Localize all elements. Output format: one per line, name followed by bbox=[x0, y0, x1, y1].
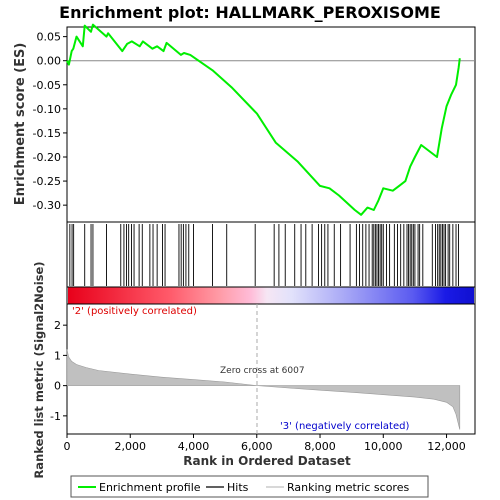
es-y-tick-label: -0.05 bbox=[33, 79, 61, 92]
metric-y-tick-label: 0 bbox=[54, 380, 61, 393]
legend: Enrichment profile Hits Ranking metric s… bbox=[70, 475, 429, 498]
es-panel-frame bbox=[66, 26, 476, 223]
x-tick-label: 0 bbox=[64, 440, 71, 453]
metric-y-tick-label: -1 bbox=[50, 410, 61, 423]
legend-hits-label: Hits bbox=[227, 481, 249, 494]
x-tick-label: 6,000 bbox=[241, 440, 273, 453]
x-tick-label: 10,000 bbox=[364, 440, 403, 453]
metric-panel: 210-1 0 2,000 4,000 6,000 8,000 10,000 12,000 … bbox=[32, 261, 476, 479]
metric-y-axis-label: Ranked list metric (Signal2Noise) bbox=[32, 261, 46, 478]
es-panel: 0.05 0.00 -0.05 -0.10 -0.15 -0.20 -0.25 -0.30 E… bbox=[13, 23, 476, 223]
rank-color-bar bbox=[68, 287, 474, 304]
metric-y-tick-label: 1 bbox=[54, 349, 61, 362]
metric-x-ticks: 0 2,000 4,000 6,000 8,000 10,000 12,000 bbox=[64, 434, 466, 453]
x-tick-label: 8,000 bbox=[304, 440, 336, 453]
ranking-metric-area bbox=[66, 349, 461, 430]
es-y-tick-label: -0.15 bbox=[33, 127, 61, 140]
x-tick-label: 2,000 bbox=[115, 440, 147, 453]
es-y-tick-label: 0.05 bbox=[37, 31, 62, 44]
es-y-tick-label: 0.00 bbox=[37, 55, 62, 68]
metric-panel-frame bbox=[66, 303, 476, 435]
legend-enrichment-label: Enrichment profile bbox=[99, 481, 201, 494]
metric-y-tick-label: 2 bbox=[54, 319, 61, 332]
positive-correlation-label: '2' (positively correlated) bbox=[72, 306, 197, 317]
x-tick-label: 4,000 bbox=[178, 440, 210, 453]
es-y-tick-label: -0.30 bbox=[33, 199, 61, 212]
es-y-tick-label: -0.25 bbox=[33, 175, 61, 188]
enrichment-profile-line bbox=[66, 23, 461, 216]
es-y-ticks: 0.05 0.00 -0.05 -0.10 -0.15 -0.20 -0.25 -0.30 bbox=[33, 31, 67, 212]
legend-frame bbox=[70, 475, 429, 498]
hit-lines bbox=[69, 224, 460, 286]
legend-metric-label: Ranking metric scores bbox=[287, 481, 409, 494]
x-axis-label: Rank in Ordered Dataset bbox=[183, 454, 351, 468]
negative-correlation-label: '3' (negatively correlated) bbox=[280, 421, 409, 432]
es-y-tick-label: -0.20 bbox=[33, 151, 61, 164]
metric-y-ticks: 2 1 0 -1 bbox=[50, 319, 67, 423]
es-y-tick-label: -0.10 bbox=[33, 103, 61, 116]
es-y-axis-label: Enrichment score (ES) bbox=[13, 43, 28, 206]
hits-panel-frame bbox=[66, 221, 476, 288]
hits-panel bbox=[66, 221, 476, 288]
x-tick-label: 12,000 bbox=[427, 440, 466, 453]
zero-cross-label: Zero cross at 6007 bbox=[220, 366, 305, 376]
chart-title: Enrichment plot: HALLMARK_PEROXISOME bbox=[59, 3, 441, 22]
